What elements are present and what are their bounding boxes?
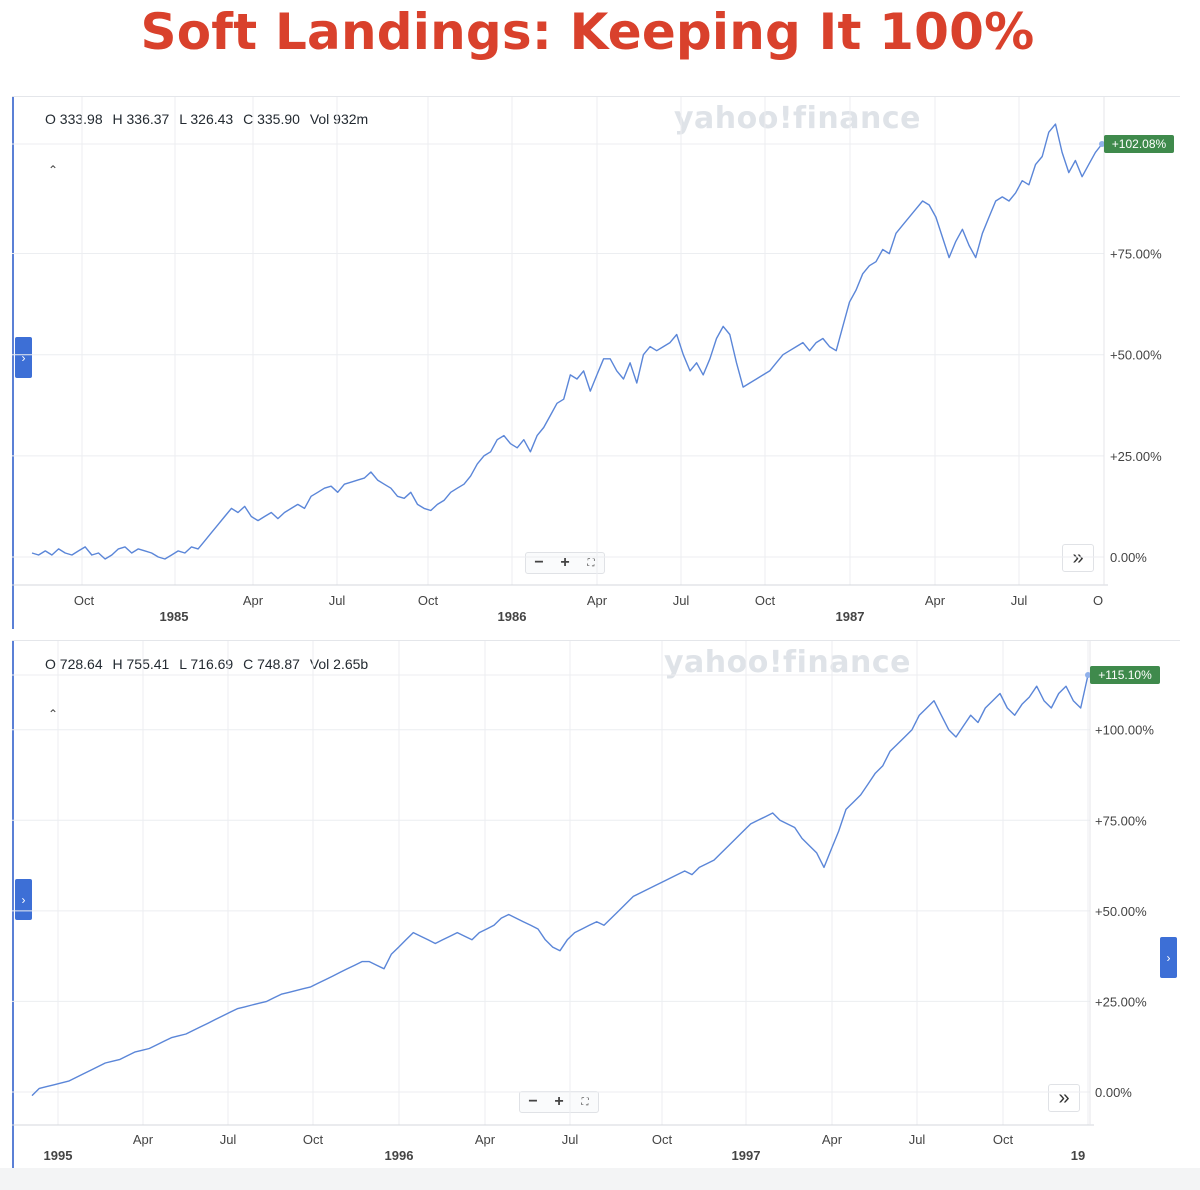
x-year-label: 1996 bbox=[385, 1148, 414, 1163]
x-tick-label: Oct bbox=[755, 593, 776, 608]
minus-icon: − bbox=[528, 1093, 538, 1110]
open-value: O 333.98 bbox=[45, 111, 103, 127]
y-tick-label: +25.00% bbox=[1110, 449, 1162, 464]
low-value: L 326.43 bbox=[179, 111, 234, 127]
chevron-right-icon: › bbox=[1166, 950, 1171, 965]
expand-sidebar-button[interactable]: › bbox=[15, 337, 32, 378]
last-value-badge bbox=[1090, 666, 1160, 684]
fullscreen-button[interactable]: ⛶ bbox=[578, 553, 604, 573]
volume-value: Vol 932m bbox=[309, 111, 369, 127]
x-tick-label: Jul bbox=[1011, 593, 1028, 608]
x-year-label: 1985 bbox=[160, 609, 189, 624]
y-tick-label: +50.00% bbox=[1110, 348, 1162, 363]
caret-up-icon[interactable]: ⌃ bbox=[48, 707, 59, 721]
x-tick-label: Oct bbox=[303, 1132, 324, 1147]
x-tick-label: Apr bbox=[243, 593, 264, 608]
x-tick-label: Jul bbox=[562, 1132, 579, 1147]
x-tick-label: Apr bbox=[133, 1132, 154, 1147]
fullscreen-icon: ⛶ bbox=[587, 557, 595, 569]
x-year-label: 1987 bbox=[836, 609, 865, 624]
y-tick-label: +50.00% bbox=[1095, 904, 1147, 919]
volume-value: Vol 2.65b bbox=[309, 656, 369, 672]
x-tick-label: Jul bbox=[673, 593, 690, 608]
chart-panel-1: › O 333.98 H 336.37 L 326.43 C 335.90 Vo… bbox=[12, 96, 1180, 629]
zoom-in-button[interactable]: + bbox=[546, 1092, 572, 1112]
double-chevron-right-icon: » bbox=[1058, 1086, 1070, 1109]
x-tick-label: Oct bbox=[74, 593, 95, 608]
chevron-right-icon: › bbox=[21, 350, 26, 365]
fullscreen-button[interactable]: ⛶ bbox=[572, 1092, 598, 1112]
y-tick-label: 0.00% bbox=[1110, 550, 1147, 565]
minus-icon: − bbox=[534, 554, 544, 571]
x-tick-label: Apr bbox=[925, 593, 946, 608]
series-line bbox=[31, 123, 1103, 560]
last-point-marker bbox=[1099, 141, 1105, 147]
y-tick-label: +100.00% bbox=[1095, 723, 1154, 738]
x-tick-label: Apr bbox=[475, 1132, 496, 1147]
x-tick-label: Jul bbox=[329, 593, 346, 608]
close-value: C 748.87 bbox=[243, 656, 300, 672]
caret-up-icon[interactable]: ⌃ bbox=[48, 163, 59, 177]
page-title: Soft Landings: Keeping It 100% bbox=[140, 3, 1035, 61]
close-value: C 335.90 bbox=[243, 111, 300, 127]
y-tick-label: +75.00% bbox=[1110, 247, 1162, 262]
y-tick-label: +25.00% bbox=[1095, 994, 1147, 1009]
bottom-strip bbox=[0, 1168, 1200, 1190]
plus-icon: + bbox=[560, 554, 570, 571]
x-tick-label: Apr bbox=[822, 1132, 843, 1147]
last-point-marker bbox=[1085, 672, 1091, 678]
line-chart-1: +75.00% +50.00% +25.00% 0.00% Oct Apr Jul Oct Ap… bbox=[12, 97, 1174, 624]
x-year-label: 19 bbox=[1071, 1148, 1085, 1163]
watermark-logo: yahoo!finance bbox=[664, 645, 911, 680]
left-edge-bar bbox=[12, 641, 14, 1169]
high-value: H 755.41 bbox=[112, 656, 170, 672]
zoom-out-button[interactable]: − bbox=[520, 1092, 546, 1112]
x-tick-label: Apr bbox=[587, 593, 608, 608]
open-value: O 728.64 bbox=[45, 656, 103, 672]
last-value-label: +102.08% bbox=[1112, 137, 1167, 151]
x-tick-label: O bbox=[1093, 593, 1103, 608]
watermark-logo: yahoo!finance bbox=[674, 101, 921, 136]
expand-right-panel-button[interactable]: › bbox=[1160, 937, 1177, 978]
y-tick-label: +75.00% bbox=[1095, 813, 1147, 828]
expand-sidebar-button[interactable]: › bbox=[15, 879, 32, 920]
x-year-label: 1986 bbox=[498, 609, 527, 624]
x-year-label: 1995 bbox=[44, 1148, 73, 1163]
x-tick-label: Oct bbox=[652, 1132, 673, 1147]
zoom-in-button[interactable]: + bbox=[552, 553, 578, 573]
chart-panel-2: › O 728.64 H 755.41 L 716.69 C 748.87 Vo… bbox=[12, 640, 1180, 1169]
low-value: L 716.69 bbox=[179, 656, 234, 672]
chevron-right-icon: › bbox=[21, 892, 26, 907]
x-tick-label: Jul bbox=[220, 1132, 237, 1147]
skip-to-latest-button[interactable]: » bbox=[1048, 1084, 1080, 1112]
series-line bbox=[31, 674, 1089, 1097]
y-tick-label: 0.00% bbox=[1095, 1085, 1132, 1100]
left-edge-bar bbox=[12, 97, 14, 629]
ohlc-readout: O 333.98 H 336.37 L 326.43 C 335.90 Vol … bbox=[45, 111, 374, 127]
last-value-badge bbox=[1104, 135, 1174, 153]
high-value: H 336.37 bbox=[112, 111, 170, 127]
plus-icon: + bbox=[554, 1093, 564, 1110]
x-tick-label: Jul bbox=[909, 1132, 926, 1147]
fullscreen-icon: ⛶ bbox=[581, 1096, 589, 1108]
line-chart-2: +100.00% +75.00% +50.00% +25.00% 0.00% Apr Jul… bbox=[12, 641, 1160, 1163]
ohlc-readout: O 728.64 H 755.41 L 716.69 C 748.87 Vol … bbox=[45, 656, 374, 672]
x-year-label: 1997 bbox=[732, 1148, 761, 1163]
zoom-out-button[interactable]: − bbox=[526, 553, 552, 573]
last-value-label: +115.10% bbox=[1098, 668, 1152, 682]
x-tick-label: Oct bbox=[993, 1132, 1014, 1147]
x-tick-label: Oct bbox=[418, 593, 439, 608]
